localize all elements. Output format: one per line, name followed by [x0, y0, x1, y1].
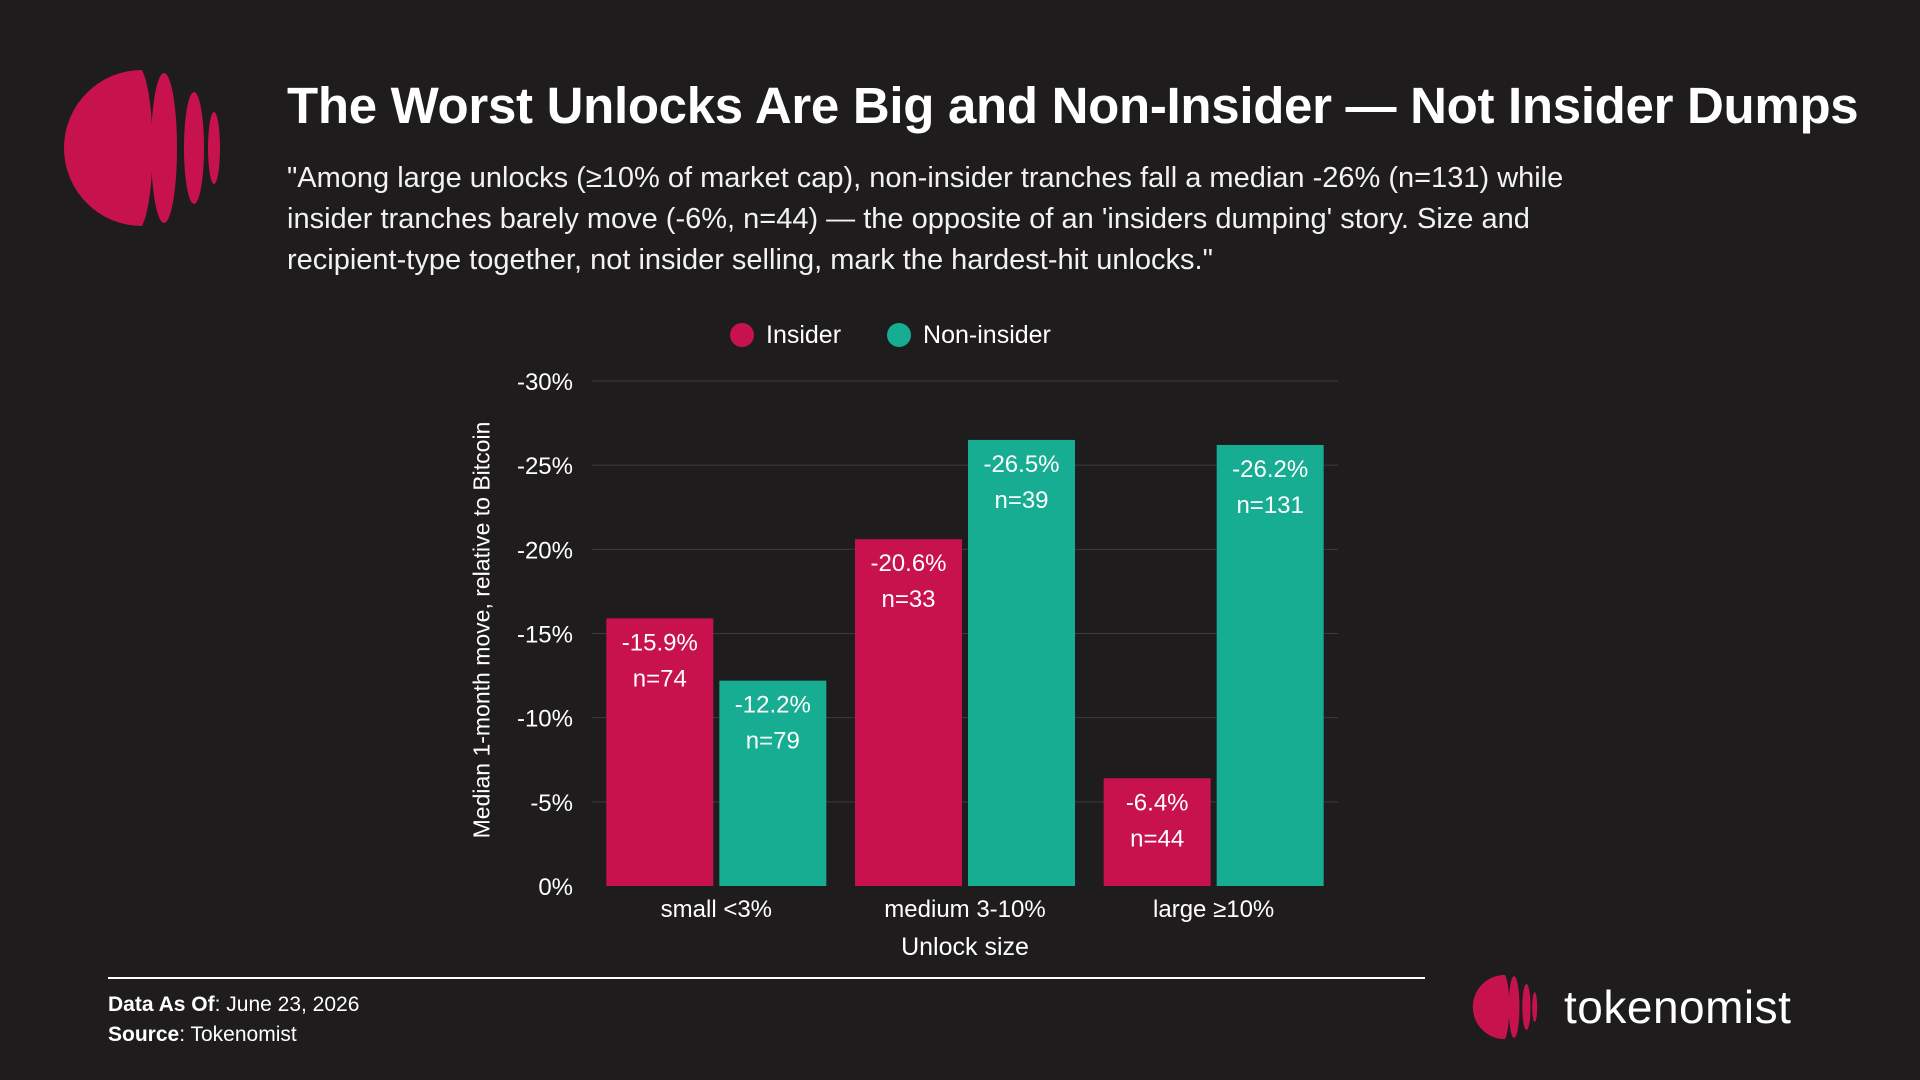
bar-count-label: n=79: [746, 728, 800, 755]
source-label: Source: [108, 1023, 180, 1046]
y-tick-label: 0%: [538, 874, 573, 901]
data-as-of-label: Data As Of: [108, 993, 215, 1016]
bar-non-insider: [719, 680, 827, 886]
bar-non-insider: [1216, 444, 1324, 886]
y-tick-label: -10%: [517, 706, 573, 733]
bar-value-label: -26.2%: [1232, 456, 1308, 483]
x-axis-label: Unlock size: [901, 933, 1029, 961]
bar-value-label: -20.6%: [870, 550, 946, 577]
y-tick-label: -30%: [517, 369, 573, 396]
brand-name: tokenomist: [1564, 981, 1792, 1033]
y-tick-label: -20%: [517, 537, 573, 564]
legend-label-non-insider: Non-insider: [923, 320, 1051, 349]
page-subtitle: "Among large unlocks (≥10% of market cap…: [287, 162, 1564, 276]
bar-count-label: n=39: [994, 487, 1048, 514]
x-tick-label: small <3%: [661, 896, 772, 923]
data-as-of-value: : June 23, 2026: [214, 993, 360, 1016]
chart-legend: Insider Non-insider: [730, 318, 1051, 352]
bar-non-insider: [968, 439, 1075, 886]
tokenomist-logo-icon: [63, 69, 220, 226]
tokenomist-small-logo-icon: [1472, 974, 1538, 1040]
bar-count-label: n=74: [633, 665, 687, 692]
x-tick-label: medium 3-10%: [884, 896, 1045, 923]
legend-dot-insider: [730, 323, 754, 347]
bar-insider: [606, 618, 714, 886]
bar-insider: [855, 539, 962, 886]
bar-value-label: -26.5%: [983, 451, 1059, 478]
bar-insider: [1103, 778, 1211, 886]
footer-divider: [108, 977, 1425, 979]
footer-data-as-of: Data As Of: June 23, 2026: [108, 990, 359, 1020]
y-tick-label: -5%: [530, 790, 573, 817]
legend-item-insider: Insider: [730, 321, 841, 350]
page-title: The Worst Unlocks Are Big and Non-Inside…: [287, 77, 1859, 134]
y-axis-label: Median 1-month move, relative to Bitcoin: [468, 421, 495, 839]
source-value: : Tokenomist: [179, 1023, 297, 1046]
legend-item-non-insider: Non-insider: [887, 321, 1051, 350]
footer-source: Source: Tokenomist: [108, 1020, 359, 1050]
bar-count-label: n=44: [1130, 825, 1184, 852]
brand-logo: tokenomist: [1472, 974, 1791, 1040]
bar-count-label: n=131: [1236, 492, 1303, 519]
footer: Data As Of: June 23, 2026 Source: Tokeno…: [108, 990, 359, 1050]
bar-count-label: n=33: [881, 586, 935, 613]
y-tick-label: -15%: [517, 622, 573, 649]
legend-label-insider: Insider: [766, 320, 842, 349]
legend-dot-non-insider: [887, 323, 912, 347]
x-tick-label: large ≥10%: [1153, 896, 1274, 923]
bar-value-label: -12.2%: [735, 692, 811, 719]
bar-value-label: -15.9%: [622, 629, 698, 656]
bar-value-label: -6.4%: [1126, 789, 1189, 816]
y-tick-label: -25%: [517, 453, 573, 480]
